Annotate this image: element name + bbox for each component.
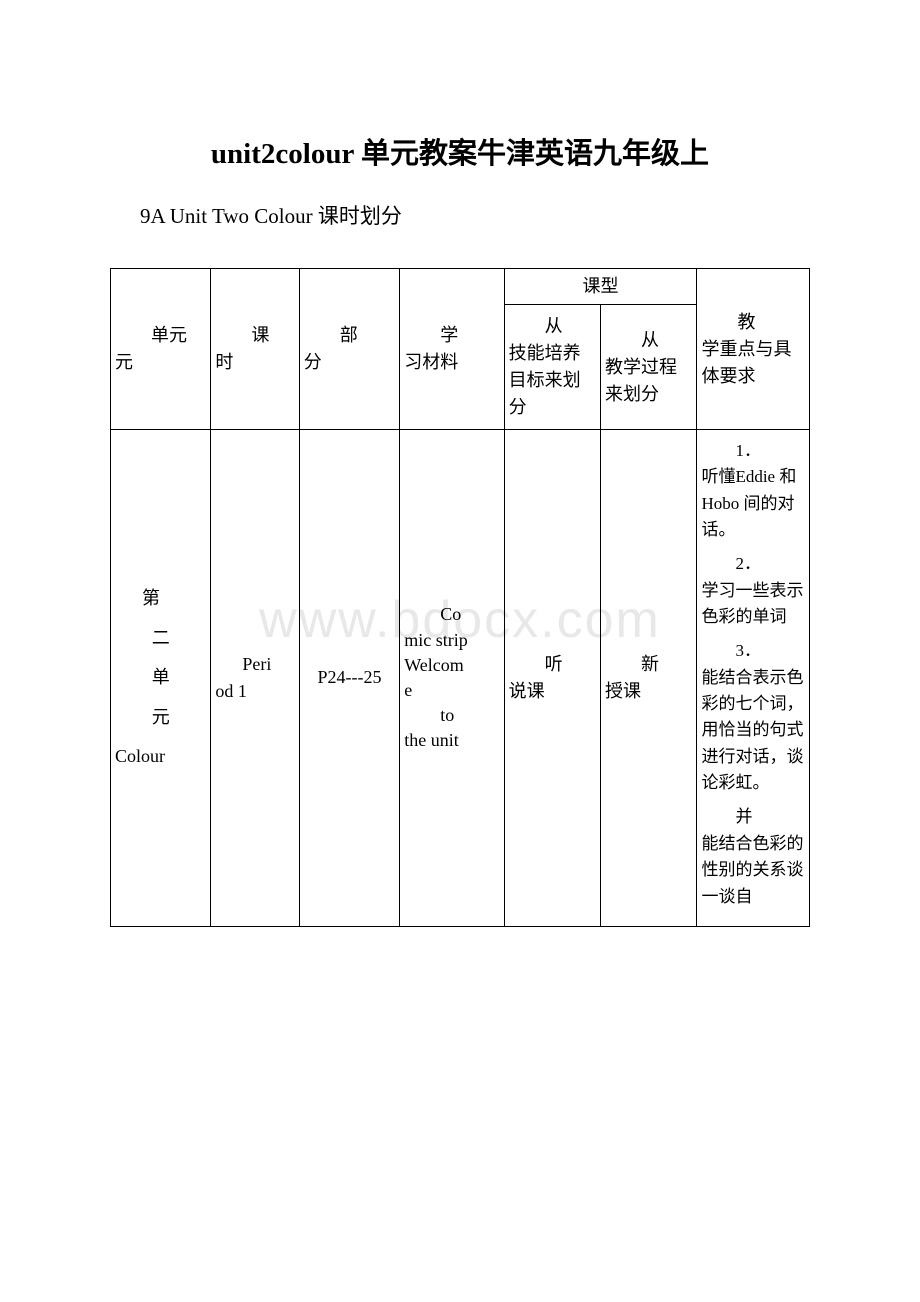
header-type-skill: 从技能培养目标来划分 <box>504 305 600 430</box>
header-section: 部分 <box>299 269 399 430</box>
table-row: 第 二 单 元 Colour Period 1 P24---25 Co mic … <box>111 430 810 927</box>
cell-type-skill: 听说课 <box>504 430 600 927</box>
lesson-plan-table: 单元元 课时 部分 学习材料 课型 教学重点与具体要求 从技能培养目标来划分 从… <box>110 268 810 927</box>
header-type-process: 从教学过程来划分 <box>601 305 697 430</box>
cell-type-process: 新授课 <box>601 430 697 927</box>
cell-material: Co mic strip Welcom e to the unit <box>400 430 504 927</box>
header-lesson-type: 课型 <box>504 269 697 305</box>
document-content: unit2colour 单元教案牛津英语九年级上 9A Unit Two Col… <box>0 0 920 927</box>
header-requirements: 教学重点与具体要求 <box>697 269 810 430</box>
page-subtitle: 9A Unit Two Colour 课时划分 <box>110 200 810 230</box>
page-title: unit2colour 单元教案牛津英语九年级上 <box>110 130 810 172</box>
table-header-row-1: 单元元 课时 部分 学习材料 课型 教学重点与具体要求 <box>111 269 810 305</box>
header-period: 课时 <box>211 269 299 430</box>
header-material: 学习材料 <box>400 269 504 430</box>
cell-section: P24---25 <box>299 430 399 927</box>
cell-period: Period 1 <box>211 430 299 927</box>
cell-requirements: 1．听懂Eddie 和Hobo 间的对话。 2．学习一些表示色彩的单词 3．能结… <box>697 430 810 927</box>
header-unit: 单元元 <box>111 269 211 430</box>
cell-unit: 第 二 单 元 Colour <box>111 430 211 927</box>
